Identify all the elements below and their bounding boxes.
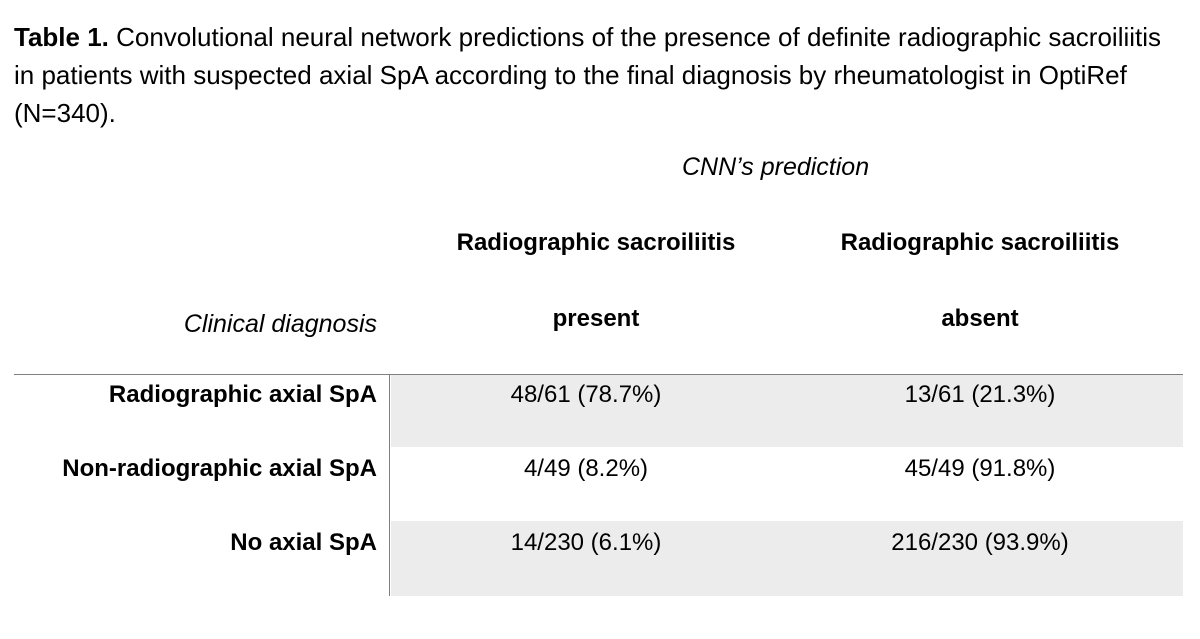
column-header-absent-line1: Radiographic sacroiliitis xyxy=(840,229,1120,256)
table-cell: 14/230 (6.1%) xyxy=(510,529,662,556)
row-label-non-radiographic-axial-spa: Non-radiographic axial SpA xyxy=(62,455,377,482)
row-label-no-axial-spa: No axial SpA xyxy=(230,529,377,556)
row-header-label: Clinical diagnosis xyxy=(183,310,377,338)
caption-text: Convolutional neural network predictions… xyxy=(14,22,1162,128)
shaded-row-band xyxy=(391,521,1183,596)
row-label-radiographic-axial-spa: Radiographic axial SpA xyxy=(108,381,377,408)
table-cell: 216/230 (93.9%) xyxy=(891,529,1069,556)
table-cell: 4/49 (8.2%) xyxy=(523,455,649,482)
table-cell: 48/61 (78.7%) xyxy=(510,381,662,408)
column-header-present-line2: present xyxy=(552,305,640,332)
shaded-row-band xyxy=(391,375,1183,447)
caption-label: Table 1. xyxy=(14,22,109,52)
table-cell: 45/49 (91.8%) xyxy=(904,455,1056,482)
row-label-divider xyxy=(389,375,390,596)
column-header-absent-line2: absent xyxy=(941,305,1019,332)
header-divider xyxy=(14,374,1183,375)
column-header-present-line1: Radiographic sacroiliitis xyxy=(456,229,736,256)
table-caption: Table 1. Convolutional neural network pr… xyxy=(14,18,1184,132)
spanning-column-header: CNN’s prediction xyxy=(682,153,870,181)
table-cell: 13/61 (21.3%) xyxy=(904,381,1056,408)
